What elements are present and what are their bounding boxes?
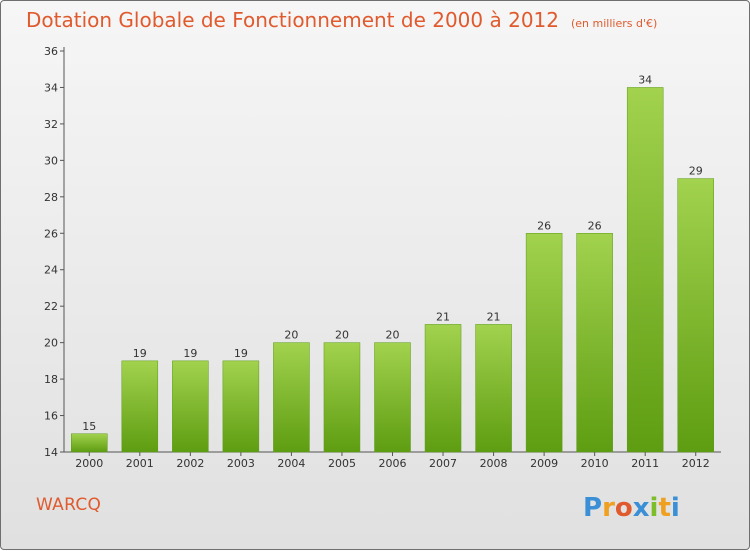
bar-2006 bbox=[374, 342, 411, 453]
bars bbox=[71, 87, 714, 453]
y-tick-label: 18 bbox=[44, 373, 58, 386]
value-label-2006: 20 bbox=[386, 329, 400, 342]
x-tick-label-2002: 2002 bbox=[176, 457, 204, 470]
value-label-2010: 26 bbox=[588, 219, 602, 232]
title-row: Dotation Globale de Fonctionnement de 20… bbox=[26, 8, 657, 32]
chart-subtitle: (en milliers d'€) bbox=[571, 17, 658, 30]
x-tick-label-2000: 2000 bbox=[75, 457, 103, 470]
y-tick-label: 32 bbox=[44, 118, 58, 131]
bar-2001 bbox=[121, 360, 159, 453]
bar-2007 bbox=[424, 324, 462, 453]
y-tick-label: 30 bbox=[44, 154, 58, 167]
bar-2012 bbox=[677, 178, 714, 453]
chart-title: Dotation Globale de Fonctionnement de 20… bbox=[26, 8, 559, 32]
y-tick-label: 36 bbox=[44, 45, 58, 58]
y-tick-label: 14 bbox=[44, 446, 58, 459]
svg-text:Proxiti: Proxiti bbox=[583, 493, 680, 523]
x-tick-label-2012: 2012 bbox=[682, 457, 710, 470]
y-tick-label: 34 bbox=[44, 81, 58, 94]
proxiti-logo: Proxiti bbox=[583, 493, 680, 523]
x-tick-label-2004: 2004 bbox=[277, 457, 305, 470]
y-tick-label: 24 bbox=[44, 264, 58, 277]
commune-name: WARCQ bbox=[36, 495, 102, 515]
bar-2009 bbox=[525, 233, 563, 453]
bar-2005 bbox=[323, 342, 361, 453]
value-label-2008: 21 bbox=[487, 310, 501, 323]
y-tick-label: 28 bbox=[44, 191, 58, 204]
x-tick-label-2008: 2008 bbox=[480, 457, 508, 470]
y-tick-label: 20 bbox=[44, 337, 58, 350]
x-tick-label-2007: 2007 bbox=[429, 457, 457, 470]
bar-2008 bbox=[475, 324, 512, 453]
x-tick-label-2003: 2003 bbox=[227, 457, 255, 470]
y-tick-label: 22 bbox=[44, 300, 58, 313]
value-label-2009: 26 bbox=[537, 219, 551, 232]
bar-2011 bbox=[626, 87, 664, 453]
value-labels: 15 19 19 19 20 20 20 21 21 26 26 34 29 bbox=[82, 73, 702, 432]
x-tick-label-2010: 2010 bbox=[581, 457, 609, 470]
y-tick-label: 16 bbox=[44, 410, 58, 423]
x-tick-label-2005: 2005 bbox=[328, 457, 356, 470]
bar-2003 bbox=[222, 360, 260, 453]
axes: 14 16 18 20 22 24 26 28 30 32 34 36 2000 2001 2002 2003… bbox=[44, 45, 721, 470]
value-label-2002: 19 bbox=[183, 347, 197, 360]
x-tick-label-2009: 2009 bbox=[530, 457, 558, 470]
x-tick-label-2011: 2011 bbox=[631, 457, 659, 470]
bar-2004 bbox=[273, 342, 310, 453]
bar-2002 bbox=[172, 360, 209, 453]
value-label-2011: 34 bbox=[638, 73, 652, 86]
value-label-2005: 20 bbox=[335, 329, 349, 342]
y-tick-label: 26 bbox=[44, 227, 58, 240]
bar-2000 bbox=[71, 433, 108, 453]
value-label-2007: 21 bbox=[436, 310, 450, 323]
value-label-2001: 19 bbox=[133, 347, 147, 360]
value-label-2000: 15 bbox=[82, 420, 96, 433]
bar-2010 bbox=[576, 233, 613, 453]
x-tick-label-2001: 2001 bbox=[126, 457, 154, 470]
value-label-2004: 20 bbox=[284, 329, 298, 342]
value-label-2012: 29 bbox=[689, 165, 703, 178]
value-label-2003: 19 bbox=[234, 347, 248, 360]
x-tick-label-2006: 2006 bbox=[379, 457, 407, 470]
